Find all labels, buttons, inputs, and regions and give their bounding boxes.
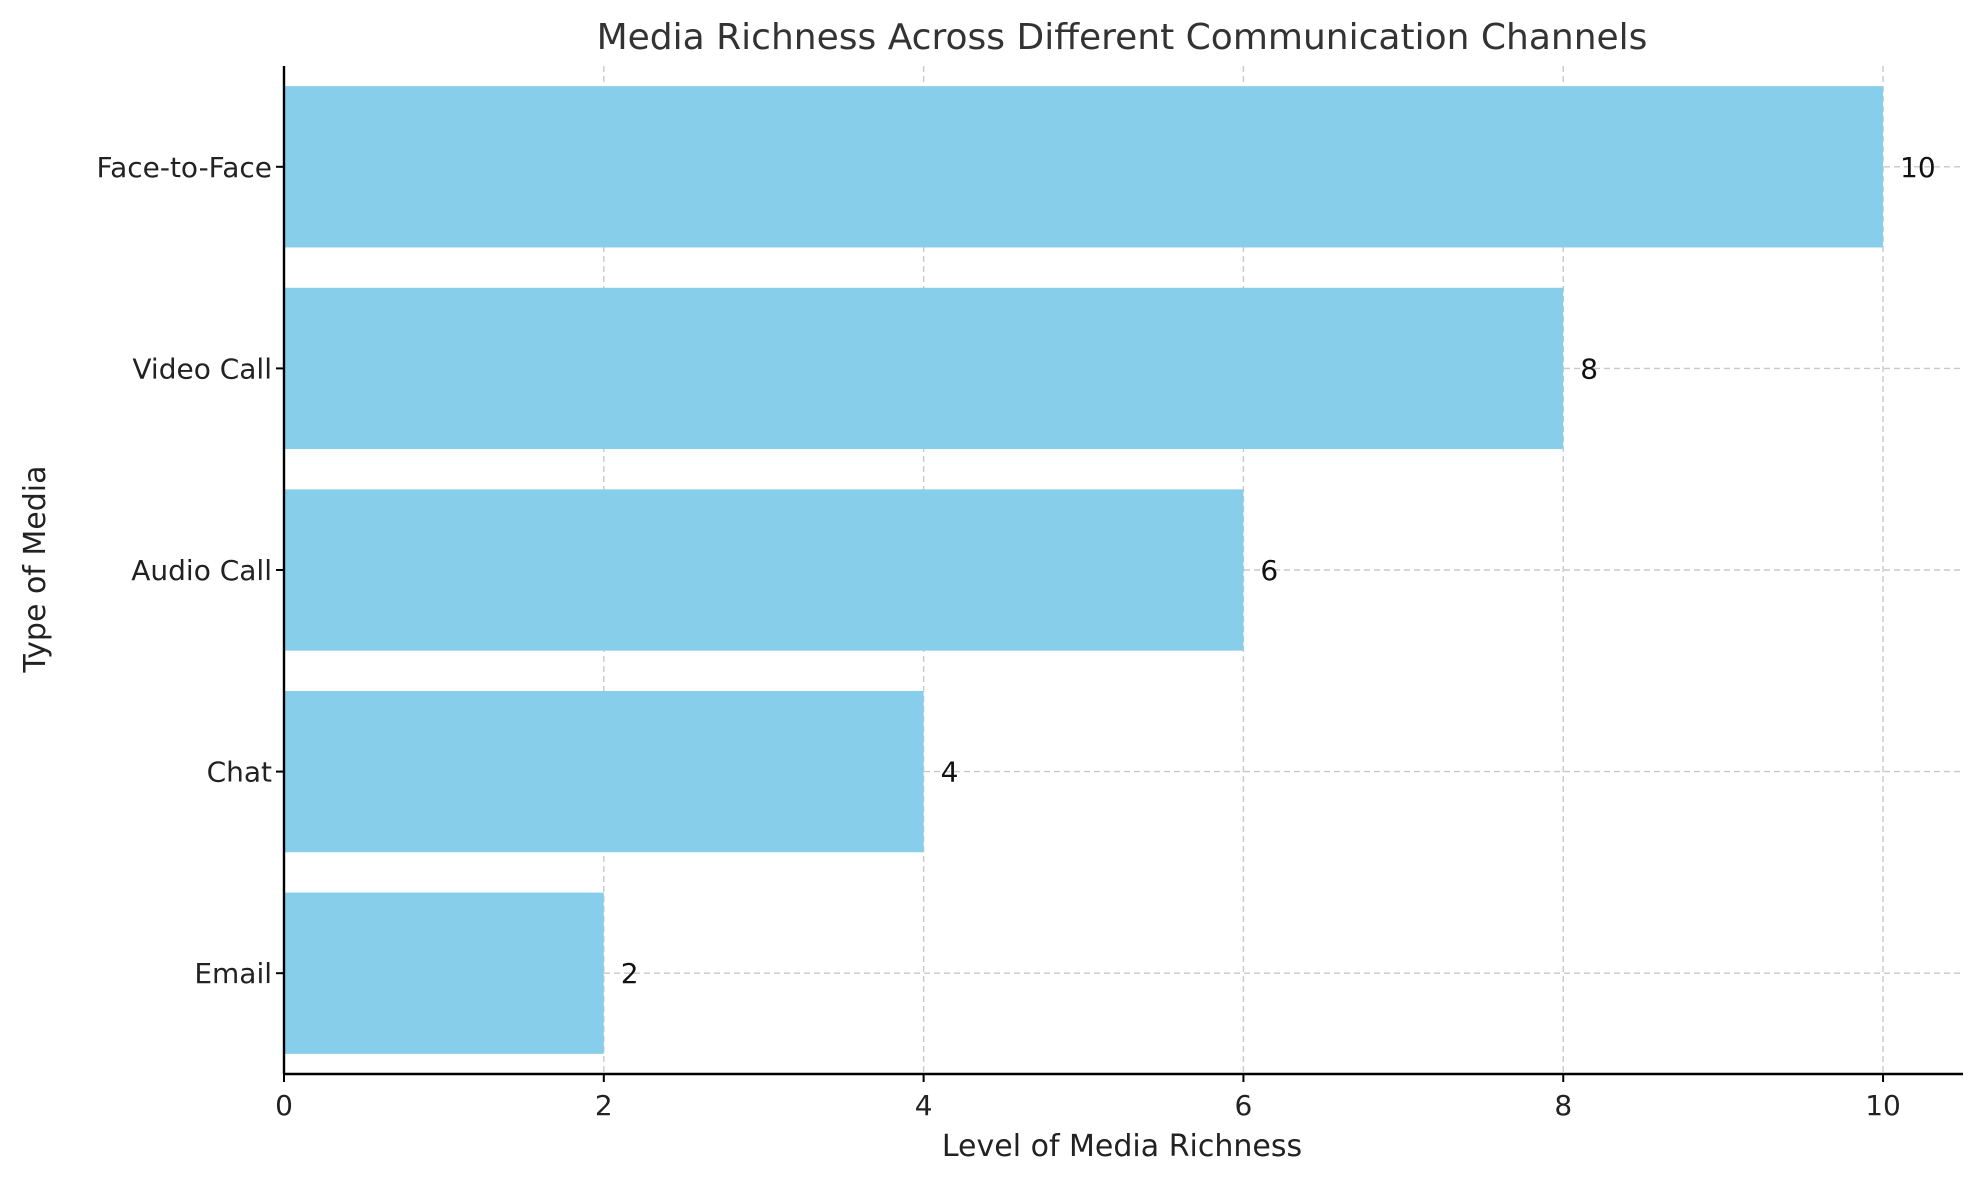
bar-value-label: 10 (1900, 151, 1936, 184)
x-tick-label: 10 (1865, 1089, 1901, 1122)
x-tick-label: 6 (1235, 1089, 1253, 1122)
chart-title: Media Richness Across Different Communic… (597, 17, 1648, 58)
bar-value-label: 8 (1580, 352, 1598, 385)
bar-value-label: 2 (621, 957, 639, 990)
y-tick-label: Video Call (132, 352, 272, 385)
axis-layer (276, 66, 1963, 1082)
x-tick-label: 4 (915, 1089, 933, 1122)
x-axis-label: Level of Media Richness (942, 1129, 1302, 1164)
bar (284, 86, 1884, 248)
bar (284, 892, 604, 1054)
y-axis-label: Type of Media (18, 466, 53, 674)
y-tick-label: Chat (207, 756, 272, 789)
bar (284, 489, 1244, 651)
bar (284, 690, 924, 853)
label-layer: 2 4 6 8 10 0 2 4 6 8 10 Email Chat Audio Call Video Ca… (97, 151, 1936, 1122)
bar-value-label: 6 (1260, 554, 1278, 587)
y-tick-label: Email (194, 957, 272, 990)
bar (284, 287, 1564, 450)
y-tick-label: Audio Call (131, 554, 272, 587)
x-tick-label: 8 (1554, 1089, 1572, 1122)
bar-layer (284, 86, 1884, 1054)
x-tick-label: 0 (275, 1089, 293, 1122)
y-tick-label: Face-to-Face (97, 151, 272, 184)
bar-value-label: 4 (941, 756, 959, 789)
x-tick-label: 2 (595, 1089, 613, 1122)
